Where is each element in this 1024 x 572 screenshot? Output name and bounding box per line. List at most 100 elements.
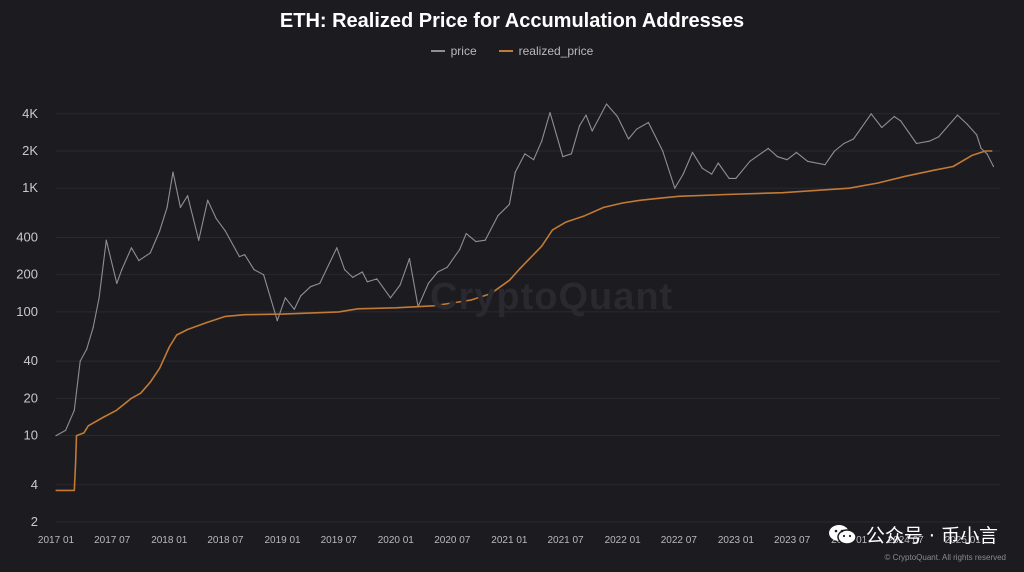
data-point-price-93 [966, 123, 968, 125]
data-point-price-9 [121, 269, 123, 271]
legend-swatch-price [430, 50, 445, 52]
data-point-realized-price-8 [130, 397, 132, 399]
x-tick-label-2019-01: 2019 01 [264, 535, 301, 546]
data-point-price-48 [484, 239, 486, 241]
data-point-price-2 [73, 409, 75, 411]
data-point-realized-price-2 [75, 462, 77, 464]
legend-swatch-realized-price [498, 50, 513, 52]
data-point-price-12 [149, 252, 151, 254]
data-point-realized-price-16 [224, 315, 226, 317]
y-tick-label-20: 20 [24, 390, 38, 405]
series-line-realized-price [56, 150, 992, 492]
data-point-price-6 [98, 297, 100, 299]
data-point-price-50 [508, 203, 510, 205]
data-point-price-23 [244, 254, 246, 256]
data-point-price-30 [309, 286, 312, 288]
data-point-price-20 [215, 217, 217, 219]
data-point-realized-price-17 [244, 314, 246, 316]
data-point-price-55 [549, 111, 551, 114]
data-point-price-45 [459, 248, 461, 250]
legend-item-price[interactable]: price [430, 44, 477, 58]
data-point-realized-price-39 [782, 192, 784, 194]
data-point-price-71 [711, 173, 713, 175]
data-point-price-38 [389, 297, 392, 299]
data-point-realized-price-11 [159, 367, 161, 369]
data-point-price-76 [767, 147, 769, 149]
y-tick-label-4: 4 [31, 477, 38, 492]
legend-label-price: price [450, 44, 477, 58]
data-point-price-43 [437, 271, 439, 273]
data-point-realized-price-27 [518, 269, 520, 271]
data-point-realized-price-7 [115, 409, 118, 411]
data-point-price-67 [674, 187, 676, 189]
data-point-price-14 [166, 206, 168, 208]
data-point-price-85 [870, 113, 872, 115]
data-point-price-95 [980, 147, 982, 149]
x-tick-label-2022-01: 2022 01 [605, 535, 642, 546]
data-point-price-88 [900, 120, 902, 122]
data-point-price-3 [79, 360, 81, 362]
data-point-price-77 [776, 156, 779, 158]
data-point-realized-price-34 [622, 202, 624, 204]
data-point-realized-price-23 [451, 302, 453, 304]
data-point-price-7 [105, 239, 107, 241]
data-point-price-74 [735, 177, 737, 179]
data-point-realized-price-30 [551, 229, 554, 231]
x-tick-label-2020-01: 2020 01 [378, 535, 415, 546]
data-point-realized-price-38 [725, 193, 727, 196]
data-point-realized-price-0 [55, 489, 57, 491]
data-point-price-84 [852, 138, 855, 140]
data-point-price-80 [807, 160, 809, 162]
data-point-price-36 [366, 281, 368, 283]
data-point-price-83 [843, 142, 845, 145]
data-point-price-16 [179, 206, 181, 208]
x-tick-label-2017-01: 2017 01 [38, 535, 75, 546]
data-point-realized-price-5 [87, 425, 89, 427]
data-point-price-59 [585, 114, 587, 116]
data-point-price-90 [928, 140, 930, 142]
data-point-price-4 [86, 348, 88, 350]
data-point-price-69 [691, 151, 694, 153]
data-point-price-15 [172, 171, 174, 173]
data-point-price-5 [92, 326, 94, 328]
data-point-realized-price-1 [73, 489, 75, 491]
data-point-price-73 [728, 177, 730, 179]
data-point-price-40 [408, 258, 411, 260]
data-point-realized-price-20 [357, 308, 359, 310]
data-point-realized-price-21 [395, 307, 397, 309]
data-point-realized-price-41 [876, 182, 879, 184]
data-point-price-66 [662, 150, 664, 152]
data-point-realized-price-18 [281, 313, 284, 315]
data-point-price-52 [524, 153, 526, 155]
x-tick-label-2025-01: 2025 01 [945, 535, 982, 546]
y-tick-label-40: 40 [24, 353, 38, 368]
wechat-icon [828, 523, 858, 547]
data-point-price-94 [976, 134, 978, 136]
data-point-price-79 [795, 151, 798, 153]
x-tick-label-2023-01: 2023 01 [718, 535, 755, 546]
data-point-price-1 [65, 429, 67, 431]
wechat-badge: 公众号 · 币小言 [828, 521, 998, 548]
data-point-realized-price-9 [140, 392, 142, 394]
data-point-price-44 [446, 266, 448, 268]
series-layer [55, 103, 995, 492]
x-tick-label-2023-07: 2023 07 [774, 535, 811, 546]
legend-item-realized-price[interactable]: realized_price [498, 44, 593, 58]
data-point-price-54 [541, 140, 543, 142]
data-point-price-31 [319, 282, 321, 284]
data-point-price-18 [198, 239, 200, 241]
data-point-price-87 [893, 115, 895, 118]
data-point-realized-price-31 [564, 221, 567, 223]
data-point-realized-price-36 [659, 197, 661, 199]
data-point-realized-price-3 [75, 435, 78, 437]
data-point-price-13 [159, 230, 161, 232]
data-point-price-61 [605, 103, 608, 105]
data-point-realized-price-35 [640, 199, 642, 201]
series-line-price [55, 103, 994, 437]
data-point-realized-price-4 [83, 432, 85, 434]
data-point-price-29 [300, 295, 302, 297]
data-point-price-62 [616, 115, 619, 118]
data-point-realized-price-46 [984, 150, 987, 152]
data-point-price-65 [647, 121, 650, 124]
data-point-price-68 [682, 173, 684, 175]
